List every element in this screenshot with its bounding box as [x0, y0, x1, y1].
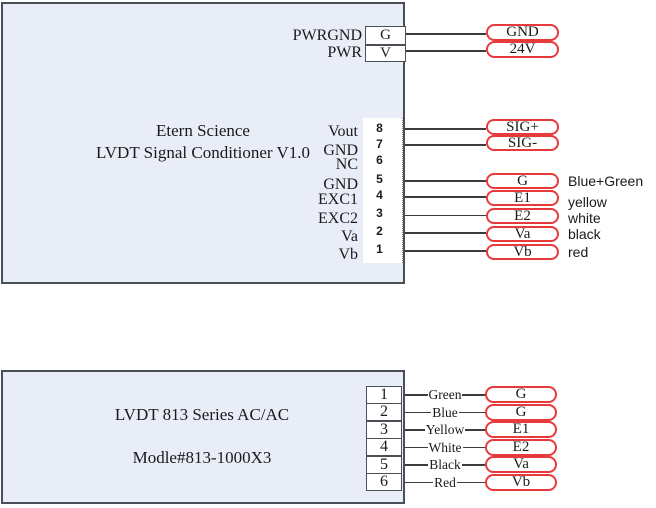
- wire-vb: [405, 250, 486, 252]
- conditioner-title: Etern Science LVDT Signal Conditioner V1…: [40, 120, 366, 164]
- lvdt-terminal-oval-3: E1: [485, 421, 557, 438]
- lvdt-box: [1, 370, 405, 504]
- lvdt-wire-label-4: White: [427, 439, 463, 455]
- wire-e1: [405, 196, 486, 198]
- lvdt-pin-box-3: 3: [366, 421, 402, 439]
- lvdt-terminal-oval-4: E2: [485, 438, 557, 456]
- wire-va: [405, 232, 486, 234]
- pin-number-8: 8: [376, 121, 383, 135]
- pin-label-pwrgnd: PWRGND: [292, 27, 362, 44]
- pin-label-vout: Vout: [328, 123, 358, 140]
- lvdt-pin-box-4: 4: [366, 438, 402, 456]
- lvdt-wire-label-1: Green: [427, 387, 463, 402]
- lvdt-terminal-oval-2: G: [485, 403, 557, 421]
- wire-color-note-e2: white: [568, 210, 601, 226]
- terminal-oval-g: G: [486, 173, 559, 189]
- lvdt-wire-label-5: Black: [428, 457, 462, 472]
- lvdt-pin-box-2: 2: [366, 403, 402, 421]
- wire-pwr: [406, 50, 486, 52]
- terminal-oval-va: Va: [486, 226, 559, 242]
- pin-label-vb: Vb: [338, 246, 358, 263]
- pin-box-v: V: [365, 45, 406, 62]
- wire-e2: [405, 214, 486, 217]
- terminal-oval-vb: Vb: [486, 244, 559, 260]
- conditioner-title-line1: Etern Science: [156, 121, 250, 140]
- lvdt-title-line2: Modle#813-1000X3: [132, 448, 272, 467]
- conditioner-title-line2: LVDT Signal Conditioner V1.0: [95, 143, 311, 162]
- pin-label-exc1: EXC1: [318, 191, 358, 208]
- pin-label-va: Va: [341, 228, 358, 245]
- terminal-oval-e1: E1: [486, 190, 559, 206]
- terminal-oval-sig-minus: SIG-: [486, 135, 559, 151]
- lvdt-wire-label-3: Yellow: [424, 422, 466, 437]
- wire-color-note-e1: yellow: [568, 194, 607, 210]
- pin-box-g: G: [365, 26, 406, 45]
- pin-label-gnd7: GND: [323, 142, 358, 159]
- pin-number-1: 1: [376, 242, 383, 256]
- pin-label-nc: NC: [335, 156, 358, 173]
- lvdt-pin-box-5: 5: [366, 456, 402, 474]
- pin-number-5: 5: [376, 172, 383, 186]
- pin-number-2: 2: [376, 224, 383, 238]
- terminal-oval-sig-plus: SIG+: [486, 119, 559, 135]
- pin-number-7: 7: [376, 137, 383, 151]
- pin-number-3: 3: [376, 206, 383, 220]
- lvdt-wire-label-6: Red: [433, 474, 457, 490]
- wire-color-note-vb: red: [568, 244, 589, 260]
- lvdt-terminal-oval-5: Va: [485, 456, 557, 473]
- wire-color-note-va: black: [568, 226, 601, 242]
- wire-color-note-g: Blue+Green: [568, 173, 644, 189]
- wire-pwrgnd: [406, 33, 486, 35]
- terminal-oval-e2: E2: [486, 208, 559, 224]
- pin-label-exc2: EXC2: [318, 210, 358, 227]
- pin-number-6: 6: [376, 153, 383, 167]
- pin-number-4: 4: [376, 188, 383, 202]
- pin-label-gnd5: GND: [323, 176, 358, 193]
- lvdt-wire-label-2: Blue: [431, 404, 459, 420]
- lvdt-terminal-oval-1: G: [485, 386, 557, 403]
- lvdt-pin-box-1: 1: [366, 386, 402, 404]
- wire-sig-minus: [405, 144, 486, 146]
- terminal-oval-gnd: GND: [486, 24, 559, 41]
- lvdt-pin-box-6: 6: [366, 473, 402, 491]
- wire-sig-plus: [405, 128, 486, 130]
- conditioner-box: [1, 2, 405, 284]
- pin-strip: [363, 118, 403, 263]
- wire-g: [405, 180, 486, 182]
- lvdt-title-line1: LVDT 813 Series AC/AC: [114, 405, 290, 424]
- pin-label-pwr: PWR: [327, 44, 362, 61]
- lvdt-terminal-oval-6: Vb: [485, 473, 557, 491]
- terminal-oval-24v: 24V: [486, 41, 559, 58]
